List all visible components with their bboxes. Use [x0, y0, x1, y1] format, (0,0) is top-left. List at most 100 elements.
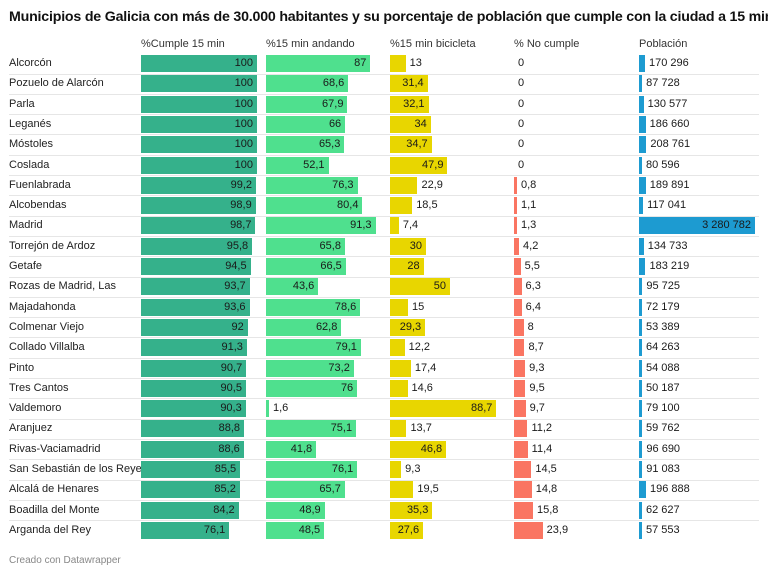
row-separator	[9, 398, 759, 400]
bar-andando	[266, 501, 325, 519]
bar-cumple	[141, 95, 257, 113]
bar-poblacion	[639, 318, 642, 336]
bar-bici	[390, 521, 424, 539]
value-label-bici: 30	[409, 239, 422, 252]
bar-cumple	[141, 298, 250, 316]
value-label-poblacion: 53 389	[646, 320, 680, 333]
value-label-no: 14,5	[535, 463, 557, 475]
row-label: Fuenlabrada	[9, 178, 71, 191]
value-label-cumple: 100	[234, 77, 253, 90]
value-label-poblacion: 87 728	[646, 77, 680, 90]
value-label-poblacion: 57 553	[646, 523, 680, 536]
bar-poblacion	[639, 359, 642, 377]
bar-poblacion	[639, 298, 642, 316]
bar-poblacion	[639, 75, 643, 93]
bar-bici	[390, 278, 450, 296]
row-separator	[9, 256, 759, 258]
bar-andando	[266, 237, 345, 255]
bar-cumple	[141, 400, 246, 418]
bar-bici	[390, 501, 433, 519]
value-label-poblacion: 79 100	[646, 402, 680, 415]
bar-bici	[390, 136, 432, 154]
row-label: Móstoles	[9, 138, 54, 151]
value-label-poblacion: 96 690	[646, 442, 681, 455]
chart-title: Municipios de Galicia con más de 30.000 …	[9, 9, 768, 25]
value-label-cumple: 90,5	[220, 381, 242, 394]
value-label-bici: 29,3	[399, 320, 422, 333]
value-label-no: 6,4	[525, 300, 541, 313]
bar-no	[514, 197, 517, 215]
bar-cumple	[141, 237, 253, 255]
bar-andando	[266, 379, 358, 397]
bar-cumple	[141, 278, 250, 296]
value-label-no: 0	[518, 77, 525, 90]
value-label-cumple: 88,8	[218, 422, 240, 435]
bar-poblacion	[639, 440, 643, 458]
bar-bici	[390, 258, 424, 275]
bar-poblacion	[639, 115, 646, 133]
row-label: Tres Cantos	[9, 381, 69, 394]
value-label-andando: 79,1	[335, 341, 357, 354]
bar-poblacion	[639, 176, 646, 194]
value-label-no: 9,7	[529, 402, 545, 415]
row-label: Getafe	[9, 260, 43, 272]
row-separator	[9, 357, 759, 359]
bar-poblacion	[639, 278, 643, 296]
value-label-poblacion: 134 733	[647, 239, 688, 252]
value-label-no: 8	[527, 320, 534, 333]
row-separator	[9, 296, 759, 298]
value-label-bici: 12,2	[408, 341, 431, 354]
bar-bici	[390, 75, 428, 93]
bar-andando	[266, 217, 376, 235]
row-separator	[9, 114, 759, 116]
value-label-no: 5,5	[524, 260, 540, 272]
value-label-andando: 48,9	[299, 503, 321, 516]
bar-no	[514, 339, 525, 357]
bar-cumple	[141, 197, 256, 215]
value-label-no: 9,3	[529, 361, 545, 374]
column-header-andando: %15 min andando	[266, 38, 355, 50]
bar-poblacion	[639, 95, 644, 113]
bar-andando	[266, 197, 363, 215]
bar-andando	[266, 359, 354, 377]
value-label-poblacion: 64 263	[646, 341, 680, 354]
value-label-andando: 76,1	[331, 463, 354, 475]
value-label-cumple: 93,6	[224, 300, 246, 313]
value-label-poblacion: 196 888	[649, 483, 690, 496]
row-separator	[9, 337, 759, 339]
bar-andando	[266, 95, 348, 113]
bar-no	[514, 258, 521, 275]
value-label-cumple: 92	[231, 320, 244, 333]
row-label: Alcorcón	[9, 57, 52, 69]
bar-no	[514, 379, 526, 397]
value-label-andando: 73,2	[328, 361, 350, 374]
bar-no	[514, 237, 520, 255]
bar-no	[514, 318, 524, 336]
bar-andando	[266, 55, 371, 72]
bar-no	[514, 461, 532, 478]
row-separator	[9, 195, 759, 197]
column-header-poblacion: Población	[639, 38, 688, 50]
bar-no	[514, 298, 522, 316]
bar-andando	[266, 420, 357, 438]
value-label-poblacion: 130 577	[647, 97, 688, 110]
value-label-andando: 78,6	[334, 300, 357, 313]
value-label-no: 15,8	[536, 503, 559, 516]
column-header-bici: %15 min bicicleta	[390, 38, 476, 50]
value-label-andando: 76,3	[332, 178, 354, 191]
row-label: San Sebastián de los Reyes	[9, 463, 148, 475]
value-label-cumple: 91,3	[221, 341, 243, 354]
value-label-poblacion: 59 762	[646, 422, 680, 435]
value-label-bici: 15	[412, 300, 425, 313]
bar-cumple	[141, 75, 257, 93]
row-separator	[9, 154, 759, 156]
value-label-bici: 27,6	[397, 523, 420, 536]
row-label: Majadahonda	[9, 300, 76, 313]
bar-no	[514, 481, 532, 499]
value-label-poblacion: 95 725	[646, 280, 681, 293]
value-label-poblacion: 50 187	[646, 381, 680, 394]
bar-cumple	[141, 55, 257, 72]
bar-andando	[266, 440, 317, 458]
value-label-bici: 46,8	[420, 442, 443, 455]
bar-andando	[266, 156, 329, 174]
